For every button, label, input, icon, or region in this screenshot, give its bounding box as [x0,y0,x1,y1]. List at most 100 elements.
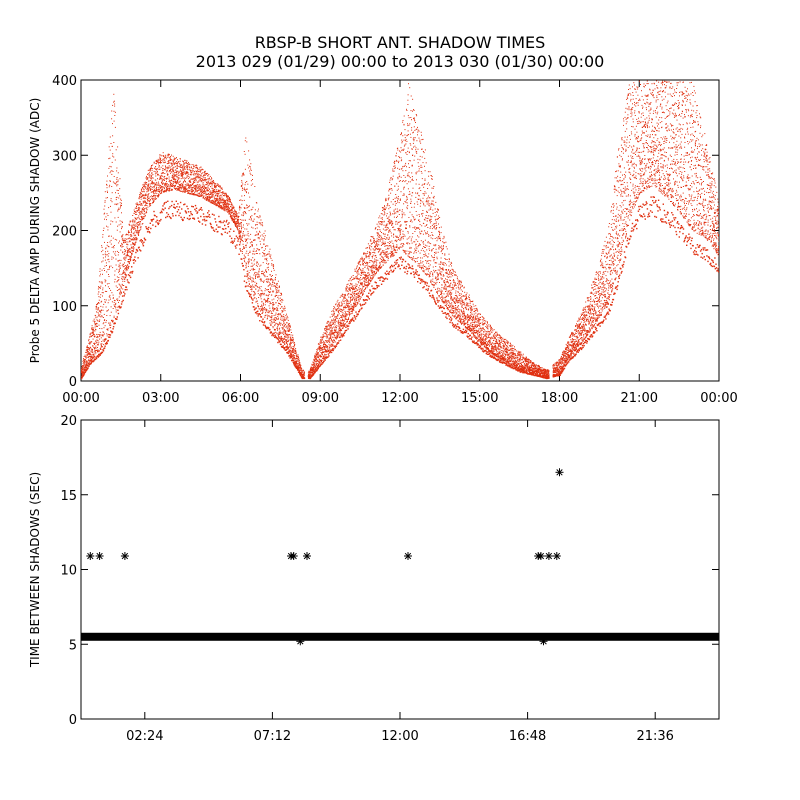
data-point [189,166,190,168]
data-point [231,217,233,219]
data-point [215,200,217,202]
data-point [162,172,163,174]
data-point [123,241,125,243]
data-point [120,245,122,246]
data-point [102,335,104,337]
data-point [253,297,255,299]
data-point [293,347,295,349]
data-point [262,324,265,326]
data-point [249,295,251,298]
data-point [239,222,241,224]
data-point [172,173,174,175]
data-point [303,376,304,378]
data-point [189,185,191,187]
data-point [116,290,118,291]
data-point [157,196,159,198]
data-point [109,265,110,267]
data-point [188,192,190,194]
data-point [315,357,317,359]
data-point [142,207,144,209]
data-point [136,202,138,204]
data-point [296,360,298,362]
data-point [265,314,267,316]
data-point [112,297,114,299]
data-point [145,215,146,217]
data-point [257,290,259,292]
data-point [175,166,177,168]
data-point [143,186,145,187]
data-point [249,252,251,253]
data-point [244,238,246,240]
data-point [285,349,287,351]
data-point [115,254,117,256]
data-point [156,189,158,191]
data-point [278,317,279,319]
data-point [116,189,118,191]
data-point [149,231,151,234]
data-point [208,194,210,196]
data-point [172,161,174,163]
data-point [196,194,198,196]
data-point [303,373,305,375]
data-point [318,343,320,345]
data-point [218,202,220,203]
data-point [161,211,163,214]
data-point [131,227,133,229]
data-point [122,252,124,254]
data-point [110,170,112,172]
data-point [212,180,214,182]
data-point [156,219,158,222]
data-point [200,166,202,168]
data-point [84,356,86,358]
data-point [126,253,128,255]
data-point [89,361,91,363]
data-point [154,167,156,169]
data-point [105,254,107,256]
y-tick-label: 100 [52,300,77,315]
data-point [246,223,248,225]
data-point [129,221,131,223]
data-point [119,220,121,222]
data-point [130,258,132,260]
data-point [267,315,269,317]
data-point [321,356,323,358]
data-point [104,265,106,267]
data-point [289,351,291,353]
data-point [147,177,149,178]
data-point [173,181,175,183]
data-point [233,230,235,232]
data-point [88,353,90,355]
data-point [112,267,114,269]
data-point [163,183,165,185]
data-point [189,164,191,166]
data-point [195,194,197,196]
data-point [263,321,266,323]
data-point [91,350,93,352]
data-point [118,208,120,210]
data-point [229,235,231,237]
data-point [312,361,314,363]
data-point [130,224,132,226]
data-point [83,367,85,369]
data-point [93,318,95,320]
data-point [227,206,229,208]
data-point [168,215,171,218]
data-point [194,191,196,193]
data-point [162,170,164,171]
data-point [195,184,197,186]
data-point [302,369,304,371]
data-point [134,239,136,241]
data-point [229,197,231,199]
data-point [141,240,143,242]
data-point [251,265,253,267]
data-point [256,253,258,254]
data-point [285,340,287,342]
data-point [321,337,323,338]
data-point [101,309,102,311]
data-point [317,349,318,351]
data-point [317,368,319,370]
data-point [282,318,284,320]
data-point [212,183,214,185]
data-point [163,203,165,205]
data-point [251,287,253,289]
